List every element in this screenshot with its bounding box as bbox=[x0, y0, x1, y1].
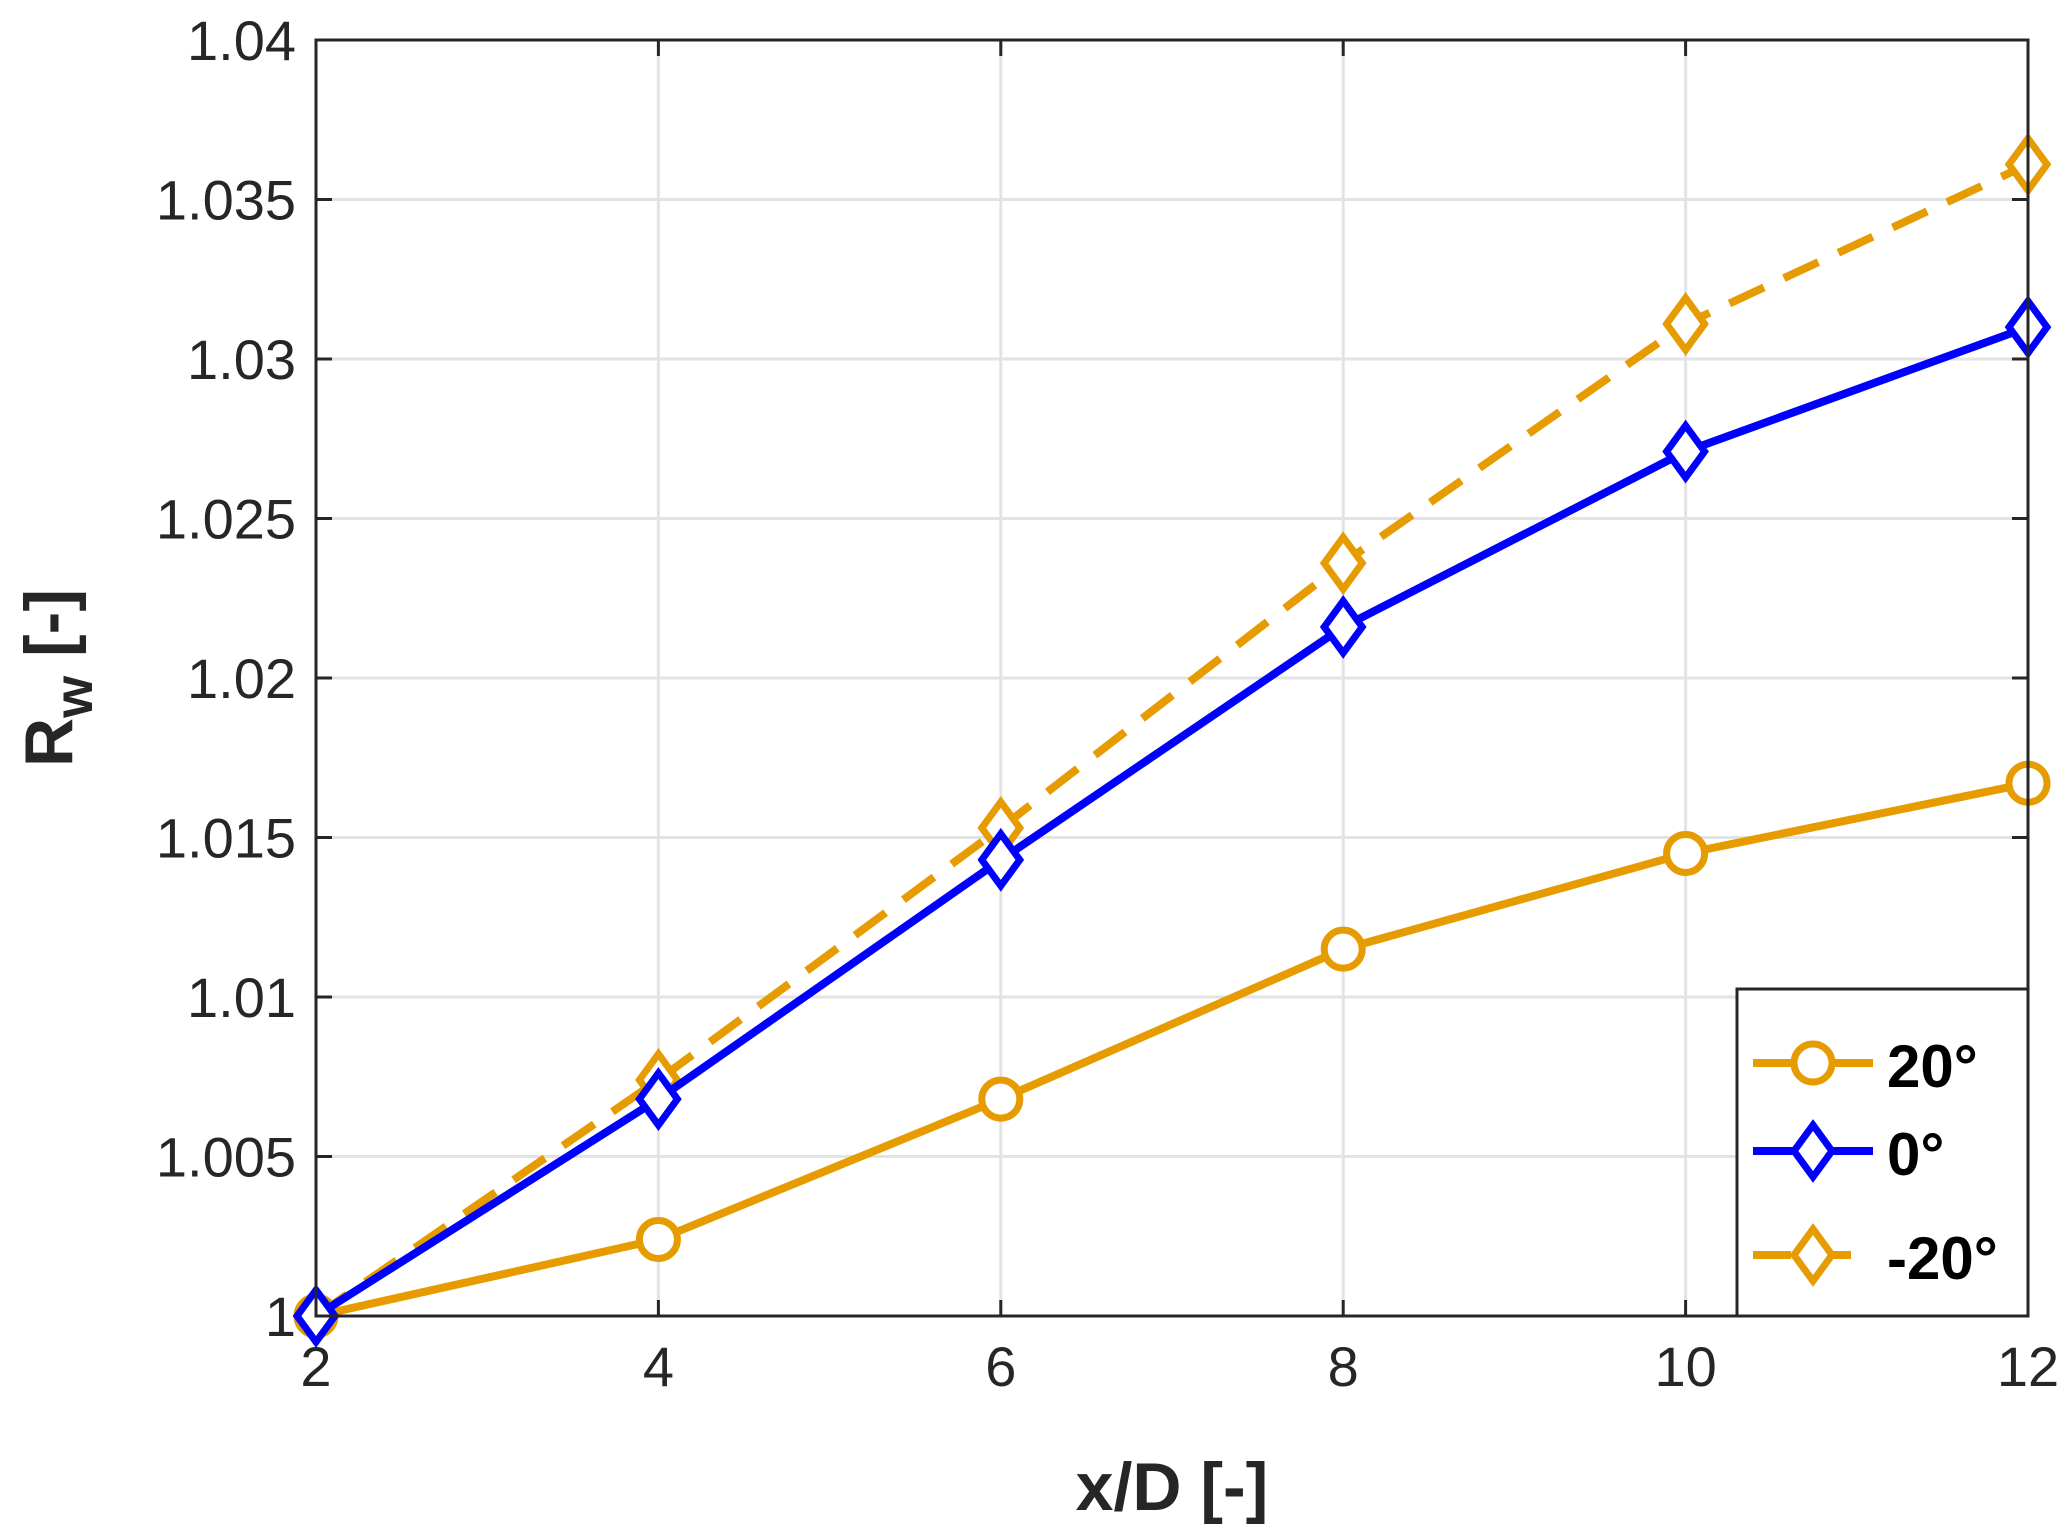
legend: 20° 0° -20° bbox=[1735, 987, 2030, 1318]
y-tick-label: 1.035 bbox=[156, 169, 296, 232]
y-axis-label-main: R bbox=[11, 718, 87, 767]
y-tick-label: 1.02 bbox=[187, 647, 296, 710]
axis-ticks: 2 4 6 8 10 12 1 1.005 1.01 1.015 1.02 1.025 1.03 1.03… bbox=[156, 9, 2059, 1398]
y-tick-label: 1.015 bbox=[156, 807, 296, 870]
data-point-marker bbox=[635, 1067, 682, 1132]
series-line bbox=[313, 160, 2030, 1320]
y-axis-label-subscript: w bbox=[44, 675, 104, 719]
data-point-marker bbox=[1320, 926, 1366, 972]
series-line bbox=[315, 779, 2029, 1320]
y-tick-label: 1.03 bbox=[187, 328, 296, 391]
data-point-marker bbox=[1662, 419, 1709, 484]
y-tick-label: 1.01 bbox=[187, 966, 296, 1029]
x-tick-label: 4 bbox=[643, 1335, 674, 1398]
x-tick-label: 8 bbox=[1328, 1335, 1359, 1398]
data-point-marker bbox=[1662, 291, 1709, 356]
x-tick-label: 10 bbox=[1654, 1335, 1716, 1398]
legend-label: 0° bbox=[1887, 1121, 1944, 1188]
y-axis-label-suffix: [-] bbox=[11, 589, 87, 676]
data-point-marker bbox=[1319, 531, 1367, 596]
legend-marker bbox=[1789, 1119, 1837, 1183]
y-tick-label: 1.025 bbox=[156, 488, 296, 551]
x-tick-label: 2 bbox=[300, 1335, 331, 1398]
legend-label: -20° bbox=[1887, 1225, 1998, 1292]
y-tick-label: 1.005 bbox=[156, 1126, 296, 1189]
series-line bbox=[313, 323, 2030, 1320]
data-point-marker bbox=[1319, 595, 1367, 659]
data-point-marker bbox=[978, 1076, 1024, 1122]
legend-label: 20° bbox=[1887, 1033, 1978, 1100]
data-point-marker bbox=[977, 827, 1025, 892]
legend-marker bbox=[1790, 1040, 1836, 1086]
y-tick-label: 1 bbox=[265, 1285, 296, 1348]
x-tick-label: 12 bbox=[1997, 1335, 2059, 1398]
legend-marker bbox=[1789, 1223, 1837, 1287]
y-axis-label: Rw [-] bbox=[11, 589, 104, 767]
x-tick-label: 6 bbox=[985, 1335, 1016, 1398]
x-axis-label: x/D [-] bbox=[1076, 1449, 1269, 1525]
y-tick-label: 1.04 bbox=[187, 9, 296, 72]
data-point-marker bbox=[635, 1216, 681, 1262]
data-point-marker bbox=[1663, 830, 1709, 876]
